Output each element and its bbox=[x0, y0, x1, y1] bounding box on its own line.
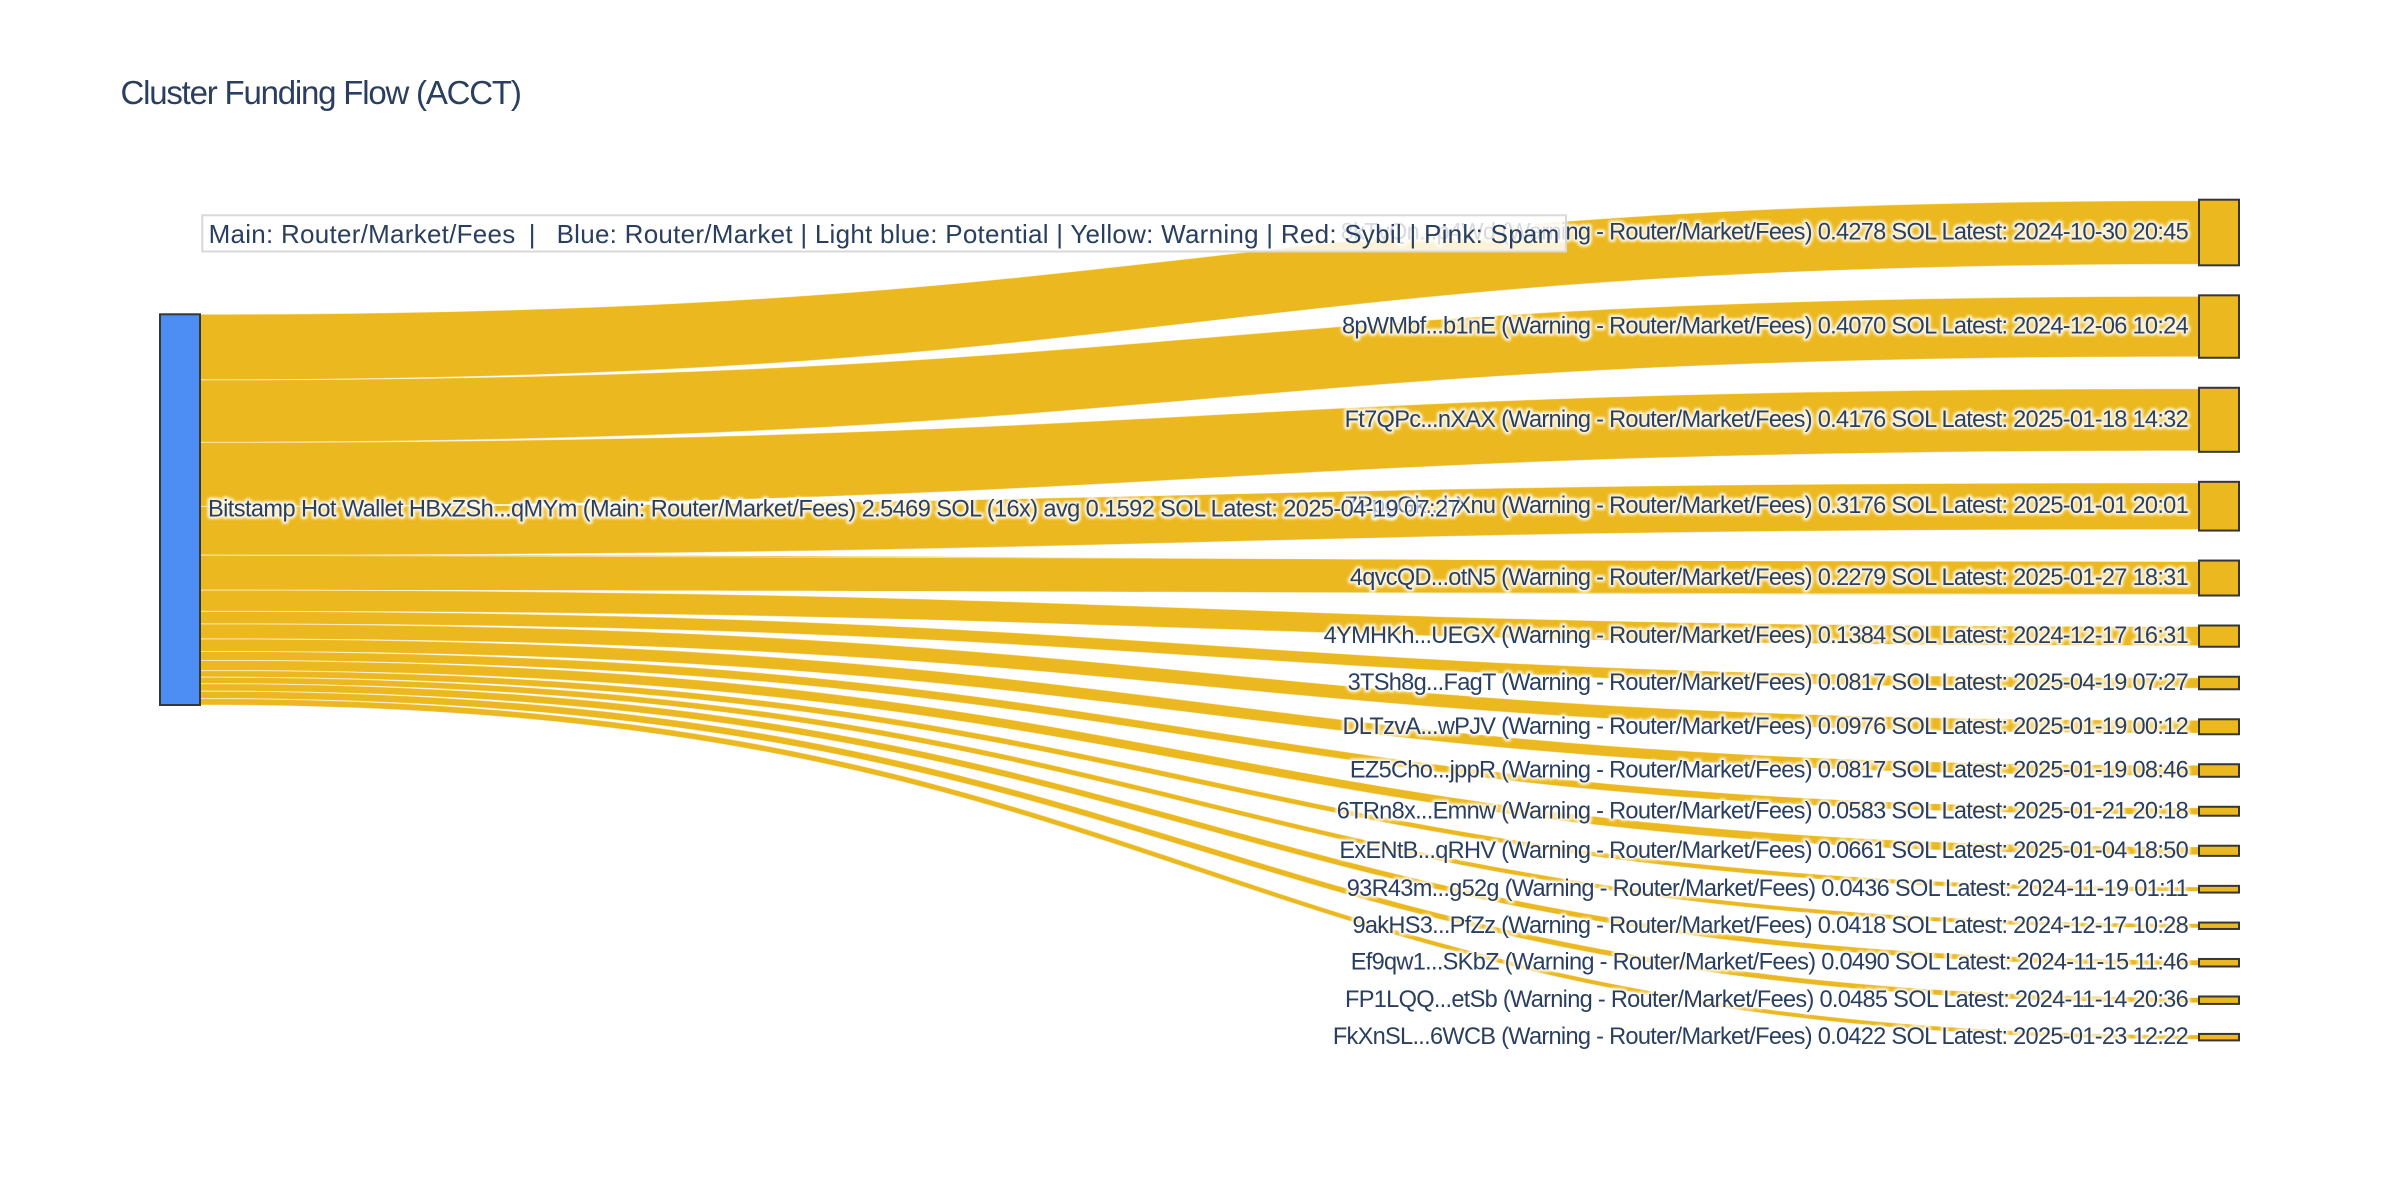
svg-text:Bitstamp Hot Wallet HBxZSh...q: Bitstamp Hot Wallet HBxZSh...qMYm (Main:… bbox=[208, 497, 1460, 523]
svg-text:FkXnSL...6WCB (Warning - Route: FkXnSL...6WCB (Warning - Router/Market/F… bbox=[1333, 1024, 2188, 1050]
svg-text:DLTzvA...wPJV (Warning - Route: DLTzvA...wPJV (Warning - Router/Market/F… bbox=[1342, 714, 2188, 740]
svg-text:Ft7QPc...nXAX (Warning - Route: Ft7QPc...nXAX (Warning - Router/Market/F… bbox=[1345, 407, 2188, 433]
svg-text:93R43m...g52g (Warning - Route: 93R43m...g52g (Warning - Router/Market/F… bbox=[1347, 876, 2188, 902]
svg-text:FP1LQQ...etSb (Warning - Route: FP1LQQ...etSb (Warning - Router/Market/F… bbox=[1345, 987, 2189, 1013]
svg-text:ExENtB...qRHV (Warning - Route: ExENtB...qRHV (Warning - Router/Market/F… bbox=[1339, 838, 2188, 864]
svg-text:3TSh8g...FagT (Warning - Route: 3TSh8g...FagT (Warning - Router/Market/F… bbox=[1348, 670, 2188, 696]
svg-text:Ft7QPc...nXAX (Warning - Route: Ft7QPc...nXAX (Warning - Router/Market/F… bbox=[1345, 407, 2188, 433]
svg-text:FP1LQQ...etSb (Warning - Route: FP1LQQ...etSb (Warning - Router/Market/F… bbox=[1345, 987, 2189, 1013]
svg-text:Main: Router/Market/Fees | Bl: Main: Router/Market/Fees | Blue: Router/… bbox=[209, 219, 1560, 249]
svg-text:FkXnSL...6WCB (Warning - Route: FkXnSL...6WCB (Warning - Router/Market/F… bbox=[1333, 1024, 2188, 1050]
svg-text:Bitstamp Hot Wallet HBxZSh...q: Bitstamp Hot Wallet HBxZSh...qMYm (Main:… bbox=[208, 497, 1460, 523]
svg-text:3TSh8g...FagT (Warning - Route: 3TSh8g...FagT (Warning - Router/Market/F… bbox=[1348, 670, 2188, 696]
svg-text:8pWMbf...b1nE (Warning - Route: 8pWMbf...b1nE (Warning - Router/Market/F… bbox=[1342, 314, 2189, 340]
svg-text:EZ5Cho...jppR (Warning - Route: EZ5Cho...jppR (Warning - Router/Market/F… bbox=[1350, 758, 2189, 784]
svg-text:8pWMbf...b1nE (Warning - Route: 8pWMbf...b1nE (Warning - Router/Market/F… bbox=[1342, 314, 2189, 340]
svg-text:4YMHKh...UEGX (Warning - Route: 4YMHKh...UEGX (Warning - Router/Market/F… bbox=[1324, 623, 2188, 649]
svg-text:93R43m...g52g (Warning - Route: 93R43m...g52g (Warning - Router/Market/F… bbox=[1347, 876, 2188, 902]
svg-text:9akHS3...PfZz (Warning - Route: 9akHS3...PfZz (Warning - Router/Market/F… bbox=[1352, 913, 2188, 939]
svg-text:DLTzvA...wPJV (Warning - Route: DLTzvA...wPJV (Warning - Router/Market/F… bbox=[1342, 714, 2188, 740]
svg-text:EZ5Cho...jppR (Warning - Route: EZ5Cho...jppR (Warning - Router/Market/F… bbox=[1350, 758, 2189, 784]
svg-text:6TRn8x...Emnw (Warning - Route: 6TRn8x...Emnw (Warning - Router/Market/F… bbox=[1337, 798, 2189, 824]
svg-text:7PpgGk...hXnu (Warning - Route: 7PpgGk...hXnu (Warning - Router/Market/F… bbox=[1345, 493, 2188, 519]
svg-text:ExENtB...qRHV (Warning - Route: ExENtB...qRHV (Warning - Router/Market/F… bbox=[1339, 838, 2188, 864]
svg-text:4qvcQD...otN5 (Warning - Route: 4qvcQD...otN5 (Warning - Router/Market/F… bbox=[1350, 565, 2188, 591]
svg-text:Ef9qw1...SKbZ (Warning - Route: Ef9qw1...SKbZ (Warning - Router/Market/F… bbox=[1351, 950, 2189, 976]
svg-text:Cluster Funding Flow (ACCT): Cluster Funding Flow (ACCT) bbox=[121, 74, 521, 111]
svg-text:9akHS3...PfZz (Warning - Route: 9akHS3...PfZz (Warning - Router/Market/F… bbox=[1352, 913, 2188, 939]
svg-text:4YMHKh...UEGX (Warning - Route: 4YMHKh...UEGX (Warning - Router/Market/F… bbox=[1324, 623, 2188, 649]
svg-text:6TRn8x...Emnw (Warning - Route: 6TRn8x...Emnw (Warning - Router/Market/F… bbox=[1337, 798, 2189, 824]
svg-text:Ef9qw1...SKbZ (Warning - Route: Ef9qw1...SKbZ (Warning - Router/Market/F… bbox=[1351, 950, 2189, 976]
svg-text:4qvcQD...otN5 (Warning - Route: 4qvcQD...otN5 (Warning - Router/Market/F… bbox=[1350, 565, 2188, 591]
svg-text:7PpgGk...hXnu (Warning - Route: 7PpgGk...hXnu (Warning - Router/Market/F… bbox=[1345, 493, 2188, 519]
